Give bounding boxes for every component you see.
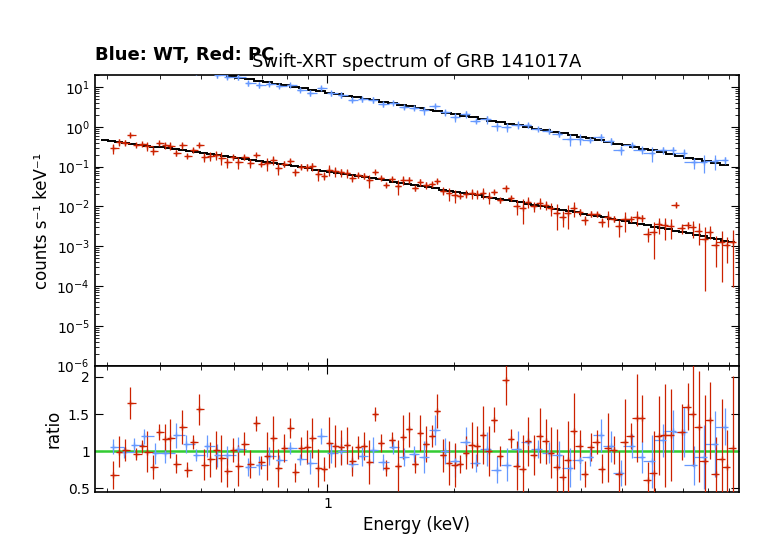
Y-axis label: counts s⁻¹ keV⁻¹: counts s⁻¹ keV⁻¹ <box>33 152 51 289</box>
Text: Blue: WT, Red: PC: Blue: WT, Red: PC <box>95 46 274 64</box>
X-axis label: Energy (keV): Energy (keV) <box>363 517 471 534</box>
Y-axis label: ratio: ratio <box>44 410 62 448</box>
Title: Swift-XRT spectrum of GRB 141017A: Swift-XRT spectrum of GRB 141017A <box>252 53 581 71</box>
